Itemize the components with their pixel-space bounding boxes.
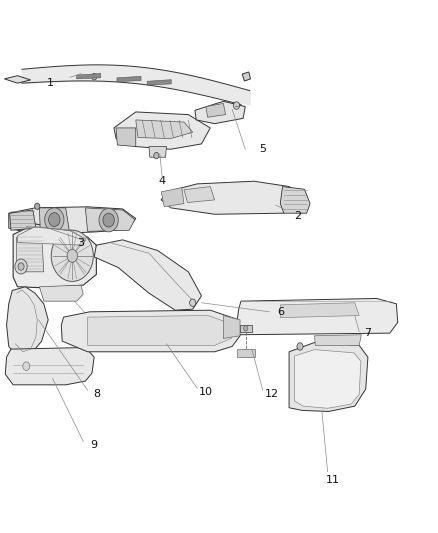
Polygon shape [240, 325, 252, 332]
Polygon shape [147, 79, 171, 85]
Text: 2: 2 [294, 211, 301, 221]
Polygon shape [88, 316, 232, 345]
Text: 6: 6 [277, 307, 284, 317]
Text: 8: 8 [93, 390, 100, 399]
Polygon shape [77, 74, 101, 79]
Polygon shape [39, 208, 69, 232]
Polygon shape [116, 128, 136, 147]
Polygon shape [85, 208, 135, 231]
Text: 3: 3 [78, 238, 85, 247]
Polygon shape [280, 187, 310, 213]
Circle shape [297, 343, 303, 350]
Circle shape [49, 213, 60, 227]
Circle shape [190, 299, 196, 306]
Polygon shape [280, 303, 359, 318]
Polygon shape [161, 181, 307, 214]
Polygon shape [294, 350, 361, 408]
Polygon shape [289, 342, 368, 411]
Circle shape [35, 203, 40, 209]
Polygon shape [223, 316, 240, 338]
Polygon shape [10, 210, 36, 230]
Polygon shape [13, 224, 96, 288]
Circle shape [51, 230, 93, 281]
Polygon shape [237, 298, 398, 335]
Circle shape [99, 208, 118, 232]
Text: 1: 1 [47, 78, 54, 87]
Circle shape [233, 102, 240, 109]
Polygon shape [114, 112, 210, 149]
Polygon shape [206, 103, 226, 117]
Circle shape [23, 362, 30, 370]
Circle shape [244, 326, 248, 331]
Polygon shape [117, 76, 141, 82]
Polygon shape [195, 101, 245, 124]
Polygon shape [7, 287, 48, 357]
Text: 11: 11 [326, 475, 340, 484]
Text: 7: 7 [364, 328, 371, 338]
Circle shape [92, 74, 97, 80]
Polygon shape [61, 310, 240, 352]
Polygon shape [39, 285, 83, 301]
Circle shape [18, 263, 24, 270]
Polygon shape [4, 76, 31, 83]
Circle shape [45, 208, 64, 231]
Polygon shape [149, 147, 166, 157]
Text: 5: 5 [259, 144, 266, 154]
Polygon shape [184, 187, 215, 203]
Polygon shape [17, 235, 44, 272]
Circle shape [67, 249, 78, 262]
Text: 12: 12 [265, 390, 279, 399]
Polygon shape [9, 207, 136, 235]
Polygon shape [237, 349, 255, 357]
Polygon shape [5, 348, 94, 385]
Text: 9: 9 [91, 440, 98, 450]
Text: 10: 10 [199, 387, 213, 397]
Polygon shape [18, 227, 85, 245]
Polygon shape [136, 120, 193, 139]
Circle shape [103, 213, 114, 227]
Text: 4: 4 [159, 176, 166, 186]
Circle shape [154, 152, 159, 159]
Polygon shape [314, 335, 361, 345]
Polygon shape [242, 72, 251, 81]
Polygon shape [161, 188, 184, 207]
Circle shape [15, 259, 27, 274]
Polygon shape [94, 240, 201, 310]
